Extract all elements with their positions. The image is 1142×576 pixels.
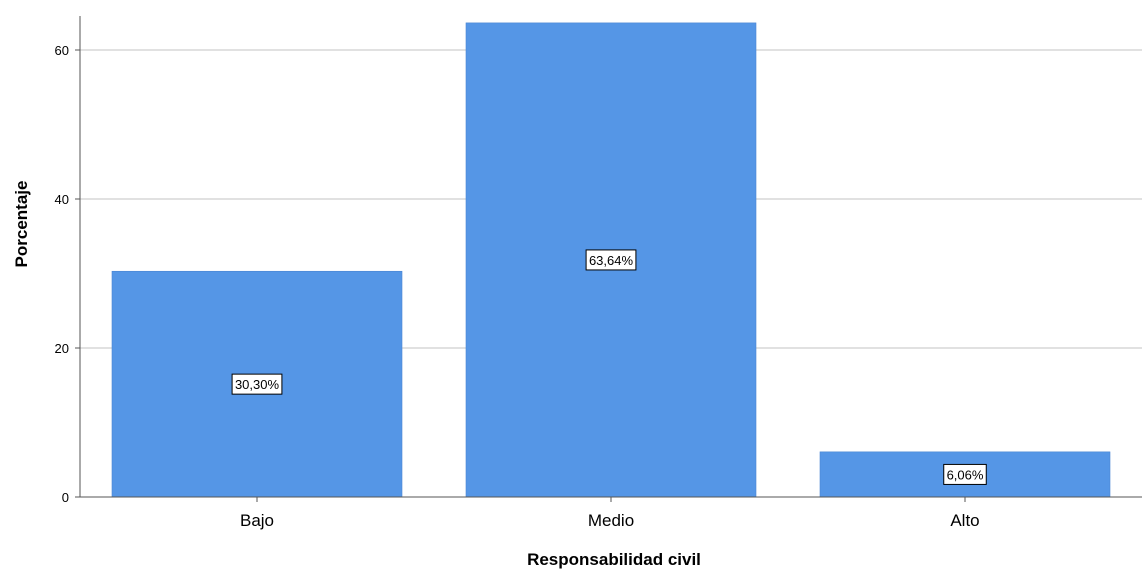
data-label: 63,64% [589,253,634,268]
x-category-label: Medio [588,511,634,530]
y-ticks: 0 20 40 60 [55,43,80,505]
y-tick-label: 40 [55,192,69,207]
x-category-label: Alto [950,511,979,530]
data-label-box [231,373,283,395]
y-tick-label: 20 [55,341,69,356]
x-axis-title: Responsabilidad civil [527,550,701,569]
data-label: 30,30% [235,377,280,392]
y-tick-label: 60 [55,43,69,58]
y-tick-label: 0 [62,490,69,505]
data-label-box [585,249,637,271]
data-label: 6,06% [947,467,984,482]
x-category-label: Bajo [240,511,274,530]
data-label-box [943,463,987,485]
y-axis-title: Porcentaje [12,181,31,268]
data-labels: 30,30% 63,64% 6,06% [231,249,987,485]
x-categories: Bajo Medio Alto [240,497,980,530]
